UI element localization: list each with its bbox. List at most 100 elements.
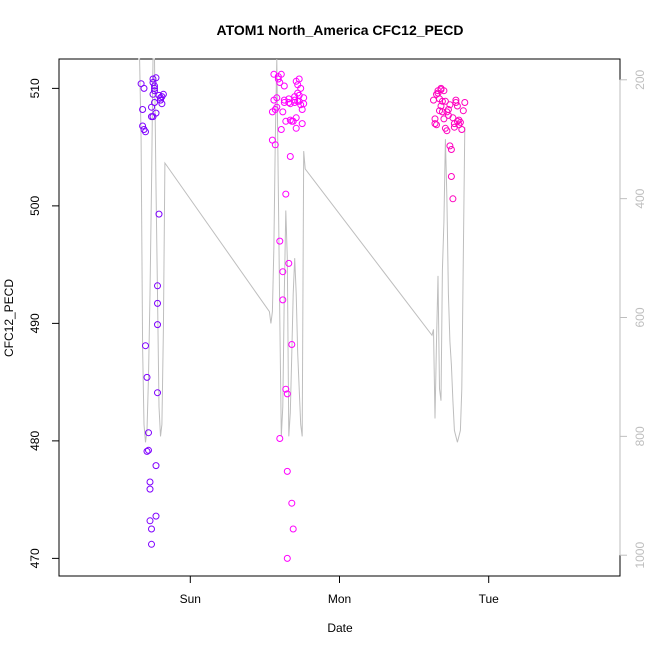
data-point-series-2: [282, 190, 290, 198]
data-point-series-2: [277, 70, 285, 78]
data-point-series-3: [438, 108, 446, 116]
data-point-series-1: [142, 342, 149, 350]
data-point-series-2: [289, 525, 297, 533]
data-point-series-3: [458, 126, 466, 133]
data-point-series-2: [277, 126, 285, 133]
data-point-series-3: [449, 195, 457, 203]
y2-tick-label: 800: [633, 426, 647, 446]
data-point-series-2: [288, 341, 296, 348]
y2-tick-label: 600: [633, 307, 647, 327]
data-point-series-1: [154, 299, 161, 307]
data-point-series-3: [438, 97, 446, 105]
data-point-series-1: [148, 525, 155, 533]
y2-tick-label: 1000: [633, 542, 647, 569]
y-tick-label: 510: [28, 78, 42, 98]
data-point-series-2: [298, 120, 306, 128]
data-point-series-1: [145, 446, 152, 454]
y-tick-label: 470: [28, 548, 42, 568]
data-point-series-1: [152, 109, 160, 117]
y-axis-label: CFC12_PECD: [2, 279, 16, 357]
pressure-line-layer: [138, 58, 466, 443]
data-point-series-3: [459, 107, 467, 115]
data-point-series-3: [431, 120, 439, 128]
data-point-series-3: [440, 115, 448, 123]
x-tick-label: Mon: [328, 592, 351, 606]
points-layer: [137, 70, 469, 562]
data-point-series-1: [145, 429, 152, 437]
x-tick-label: Sun: [180, 592, 201, 606]
y-tick-label: 480: [28, 431, 42, 451]
data-point-series-2: [286, 153, 294, 160]
data-point-series-1: [151, 84, 158, 92]
data-point-series-3: [443, 127, 451, 135]
data-point-series-2: [300, 94, 308, 102]
data-point-series-1: [154, 321, 161, 329]
data-point-series-2: [292, 114, 300, 122]
data-point-series-3: [447, 146, 455, 153]
x-tick-label: Tue: [479, 592, 500, 606]
y-axis-right: 200 400 600 800 1000: [619, 69, 647, 569]
data-point-series-1: [146, 478, 154, 486]
data-point-series-1: [151, 99, 158, 106]
data-point-series-2: [279, 108, 287, 116]
data-point-series-2: [282, 385, 290, 393]
data-point-series-3: [444, 106, 452, 113]
data-point-series-3: [440, 87, 448, 95]
data-point-series-2: [286, 100, 294, 108]
data-point-series-1: [140, 84, 148, 92]
data-point-series-1: [146, 485, 154, 493]
data-point-series-1: [154, 282, 161, 290]
data-point-series-3: [453, 102, 461, 110]
data-point-series-2: [271, 141, 279, 149]
data-point-series-1: [151, 87, 158, 95]
data-point-series-1: [142, 128, 149, 136]
data-point-series-2: [273, 94, 281, 102]
data-point-series-2: [280, 82, 288, 90]
pressure-line: [138, 58, 466, 443]
data-point-series-2: [288, 499, 296, 507]
data-point-series-2: [279, 296, 287, 304]
data-point-series-3: [447, 173, 455, 180]
data-point-series-1: [139, 122, 147, 130]
data-point-series-1: [152, 462, 160, 470]
data-point-series-3: [461, 99, 469, 106]
data-point-series-1: [154, 389, 161, 397]
y2-tick-label: 400: [633, 188, 647, 208]
data-point-series-2: [283, 554, 291, 562]
data-point-series-2: [295, 75, 303, 83]
data-point-series-2: [273, 103, 281, 111]
y-axis-left: 470 480 490 500 510: [28, 78, 60, 568]
data-point-series-1: [148, 540, 155, 548]
data-point-series-2: [297, 84, 305, 92]
data-point-series-1: [159, 90, 167, 98]
data-point-series-1: [146, 517, 154, 525]
data-point-series-2: [283, 467, 291, 475]
data-point-series-2: [292, 124, 300, 132]
data-point-series-2: [279, 268, 287, 276]
data-point-series-2: [285, 259, 293, 267]
data-point-series-1: [157, 96, 164, 104]
data-point-series-3: [433, 121, 440, 129]
data-point-series-1: [152, 74, 160, 82]
data-point-series-3: [446, 142, 454, 150]
x-axis: Sun Mon Tue: [180, 575, 500, 606]
y-tick-label: 500: [28, 196, 42, 216]
data-point-series-3: [453, 117, 461, 125]
data-point-series-1: [143, 373, 151, 381]
data-point-series-1: [158, 100, 166, 108]
data-point-series-2: [297, 101, 305, 109]
data-point-series-3: [456, 118, 464, 126]
plot-area-frame: [58, 58, 621, 577]
data-point-series-2: [276, 237, 284, 245]
data-point-series-1: [152, 512, 160, 520]
data-point-series-2: [276, 79, 284, 86]
data-point-series-3: [430, 96, 437, 104]
data-point-series-2: [276, 435, 284, 442]
data-point-series-1: [143, 447, 151, 455]
x-axis-label: Date: [327, 621, 353, 635]
data-point-series-3: [446, 101, 454, 109]
data-point-series-1: [151, 82, 158, 90]
data-point-series-2: [283, 390, 291, 398]
y-tick-label: 490: [28, 313, 42, 333]
